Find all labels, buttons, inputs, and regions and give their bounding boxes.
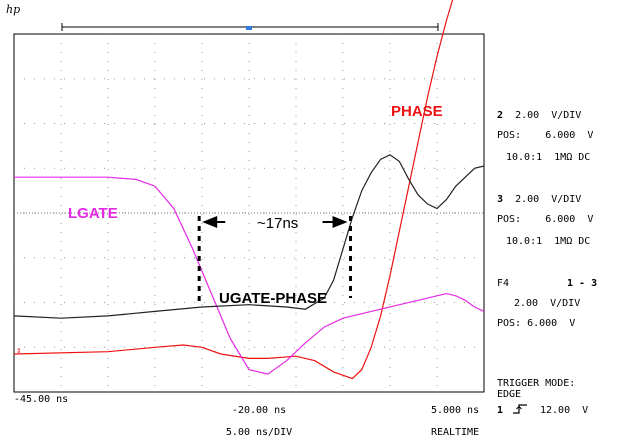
rising-edge-icon: [513, 404, 527, 414]
trace-ugate-phase: [13, 154, 485, 319]
function-name: F4: [497, 278, 510, 289]
label-phase: PHASE: [391, 103, 443, 120]
acquisition-mode: REALTIME: [430, 427, 480, 438]
function-vdiv: 2.00 V/DIV: [514, 298, 581, 309]
trigger-level: 12.00 V: [540, 405, 589, 416]
ground-marker-icon[interactable]: ⇕: [16, 346, 21, 356]
channel-3-vdiv: 2.00 V/DIV: [515, 194, 582, 205]
tick-label-left: -45.00 ns: [14, 394, 69, 405]
annotation-layer: ~17ns PHASE LGATE UGATE-PHASE: [68, 103, 443, 307]
oscilloscope-display: ⇕ ~17ns PHASE LGATE UGATE-PHASE: [13, 0, 485, 393]
label-ugate-phase: UGATE-PHASE: [219, 290, 327, 307]
arrow-right-icon: [332, 216, 348, 228]
channel-2-pos-label: POS:: [497, 130, 522, 141]
hp-logo: hp: [6, 3, 21, 16]
trigger-source: 1: [497, 405, 504, 416]
function-expression: 1 - 3: [567, 278, 598, 289]
channel-3-probe: 10.0:1 1MΩ DC: [506, 236, 591, 247]
trace-layer: [13, 0, 485, 380]
channel-3-number: 3: [497, 194, 504, 205]
arrow-left-icon: [202, 216, 218, 228]
trace-phase: [13, 0, 454, 380]
tick-center-value: -20.00 ns: [231, 405, 287, 416]
trigger-mode-label: TRIGGER MODE:: [497, 378, 576, 389]
channel-3-pos-value: 6.000 V: [545, 214, 594, 225]
trigger-position-marker[interactable]: [246, 26, 252, 30]
channel-2-number: 2: [497, 110, 504, 121]
label-lgate: LGATE: [68, 205, 118, 222]
tick-right-value: 5.000 ns: [430, 405, 480, 416]
time-per-div: 5.00 ns/DIV: [225, 427, 293, 438]
graticule: ⇕: [13, 23, 485, 393]
trigger-mode: EDGE: [497, 389, 522, 400]
tick-label-center: -20.00 ns 5.00 ns/DIV: [213, 394, 293, 438]
annotation-duration: ~17ns: [257, 215, 298, 232]
channel-2-vdiv: 2.00 V/DIV: [515, 110, 582, 121]
trace-lgate: [14, 176, 485, 375]
channel-2-pos-value: 6.000 V: [545, 130, 594, 141]
tick-label-right: 5.000 ns REALTIME: [418, 394, 480, 438]
channel-3-pos-label: POS:: [497, 214, 522, 225]
channel-2-probe: 10.0:1 1MΩ DC: [506, 152, 591, 163]
function-pos: POS: 6.000 V: [497, 318, 576, 329]
